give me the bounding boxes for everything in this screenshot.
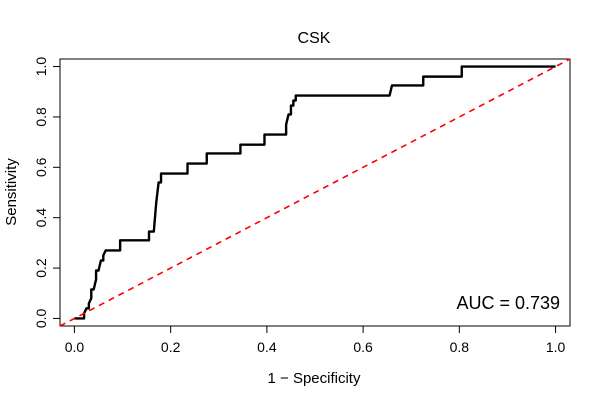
y-tick-label: 0.0 [33, 309, 49, 329]
x-tick-label: 0.6 [353, 339, 373, 355]
x-axis-title: 1 − Specificity [268, 370, 361, 387]
x-tick-label: 0.0 [65, 339, 85, 355]
x-tick-label: 0.4 [257, 339, 277, 355]
y-tick-label: 0.6 [33, 157, 49, 177]
y-axis-title: Sensitivity [3, 158, 20, 226]
roc-curve-line [74, 65, 556, 320]
x-tick-label: 0.2 [161, 339, 181, 355]
y-tick-label: 0.8 [33, 107, 49, 127]
y-tick-label: 1.0 [33, 57, 49, 77]
y-tick-label: 0.2 [33, 258, 49, 278]
chart-title: CSK [298, 30, 331, 47]
auc-annotation: AUC = 0.739 [456, 293, 560, 313]
reference-diagonal-line [59, 58, 571, 327]
y-tick-label: 0.4 [33, 208, 49, 228]
series-layer [59, 58, 571, 327]
y-axis: 0.0 0.2 0.4 0.6 0.8 1.0 [33, 57, 61, 329]
x-tick-label: 0.8 [450, 339, 470, 355]
x-axis: 0.0 0.2 0.4 0.6 0.8 1.0 [65, 325, 566, 355]
x-tick-label: 1.0 [546, 339, 566, 355]
